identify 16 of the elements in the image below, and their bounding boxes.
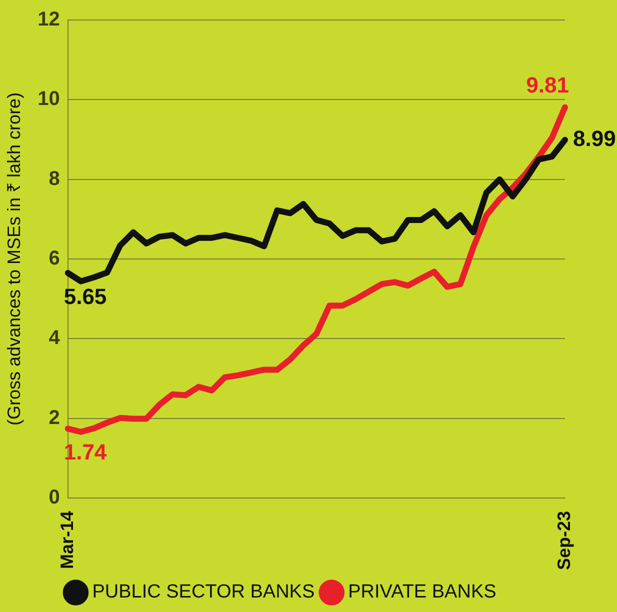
y-tick-label: 6 [48,248,60,270]
legend-label: PRIVATE BANKS [348,582,496,603]
legend-label: PUBLIC SECTOR BANKS [92,582,315,603]
data-label: 8.99 [573,126,616,151]
data-label: 9.81 [526,72,569,98]
y-tick-label: 10 [38,88,60,110]
y-tick-label: 12 [38,8,60,31]
x-tick-label: Sep-23 [554,510,574,570]
y-tick-label: 8 [48,168,60,190]
y-tick-label: 4 [48,327,61,350]
data-label: 5.65 [64,284,107,309]
x-tick-label: Mar-14 [56,510,77,570]
y-tick-label: 0 [48,486,60,508]
data-label: 1.74 [64,440,108,465]
y-axis-title: (Gross advances to MSEs in ₹ lakh crore) [4,92,24,426]
y-tick-label: 2 [48,406,60,429]
